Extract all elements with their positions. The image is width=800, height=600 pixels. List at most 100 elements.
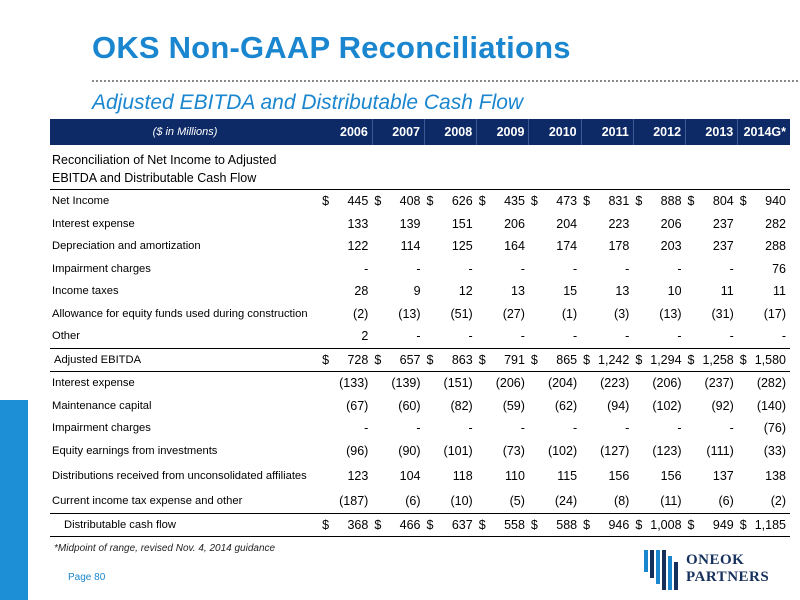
value-text: 282 (765, 216, 786, 231)
value-text: (92) (711, 398, 734, 413)
value-text: (102) (652, 398, 682, 413)
row-value: (2) (738, 490, 790, 513)
value-text: (27) (502, 306, 525, 321)
value-text: - (572, 421, 578, 436)
value-text: (140) (756, 398, 786, 413)
value-text: - (625, 329, 630, 344)
row-value: 2 (320, 325, 372, 348)
value-text: 831 (608, 194, 630, 209)
row-value: 125 (425, 235, 477, 258)
value-text: 1,580 (754, 352, 786, 367)
value-text: - (729, 329, 734, 344)
value-text: (73) (502, 443, 525, 458)
units-label: ($ in Millions) (50, 119, 321, 145)
value-text: (1) (561, 306, 578, 321)
row-value: $863 (424, 347, 477, 372)
footnote: *Midpoint of range, revised Nov. 4, 2014… (54, 543, 276, 554)
value-text: (11) (660, 494, 682, 509)
row-value: 138 (738, 462, 790, 490)
section-heading-row: Reconciliation of Net Income to Adjusted… (50, 145, 790, 190)
value-text: 949 (712, 517, 734, 532)
value-text: 137 (712, 469, 734, 483)
row-value: $368 (320, 512, 373, 537)
year-header: 2010 (528, 119, 582, 145)
row-value: - (529, 417, 581, 440)
row-value: (60) (372, 395, 424, 418)
row-value: (51) (425, 303, 477, 326)
dollar-sign: $ (374, 352, 382, 367)
row-value: 174 (529, 235, 581, 258)
row-value: $473 (529, 190, 581, 213)
table-row: Depreciation and amortization 122 114 125 16… (50, 235, 790, 258)
row-value: 203 (633, 235, 685, 258)
row-label: Other (52, 330, 80, 343)
dollar-sign: $ (583, 517, 591, 532)
value-text: 237 (712, 216, 734, 231)
row-value: - (686, 258, 738, 281)
value-text: (90) (398, 443, 421, 458)
row-value: $466 (372, 512, 425, 537)
row-value: (11) (633, 490, 685, 513)
table-row: Maintenance capital (67) (60) (82) (59) (62) (… (50, 395, 790, 418)
value-text: - (364, 421, 369, 436)
page-title: OKS Non-GAAP Reconciliations (92, 30, 571, 65)
row-value: (62) (529, 395, 581, 418)
value-text: 138 (765, 469, 786, 483)
value-text: 123 (347, 469, 369, 483)
dollar-sign: $ (478, 517, 486, 532)
value-text: 139 (399, 216, 421, 231)
row-value: - (372, 258, 424, 281)
value-text: - (625, 421, 630, 436)
value-text: 728 (347, 352, 369, 367)
row-label: Adjusted EBITDA (50, 347, 321, 372)
row-value: - (686, 417, 738, 440)
table-row: Allowance for equity funds used during c… (50, 303, 790, 326)
row-value: $831 (581, 190, 633, 213)
row-value: 204 (529, 213, 581, 236)
row-value: (101) (425, 440, 477, 463)
value-text: 1,242 (598, 352, 630, 367)
value-text: (127) (600, 443, 630, 458)
row-value: $1,580 (737, 347, 790, 372)
row-value: (27) (477, 303, 529, 326)
value-text: 133 (347, 216, 369, 231)
value-text: 435 (504, 194, 525, 209)
row-value: (10) (425, 490, 477, 513)
row-value: (13) (633, 303, 685, 326)
value-text: (67) (346, 398, 369, 413)
row-value: - (581, 325, 633, 348)
value-text: (123) (652, 443, 682, 458)
value-text: (101) (443, 443, 473, 458)
value-text: (10) (450, 494, 473, 509)
table-row: Distributable cash flow $368 $466 $637 $558 $… (50, 512, 790, 537)
value-text: 206 (504, 216, 525, 231)
value-text: - (520, 261, 525, 276)
row-value: (133) (320, 372, 372, 395)
row-value: - (477, 258, 529, 281)
row-value: (282) (738, 372, 790, 395)
row-value: 118 (425, 462, 477, 490)
row-value: $949 (685, 512, 738, 537)
row-value: (2) (320, 303, 372, 326)
dollar-sign: $ (530, 517, 538, 532)
row-value: (206) (477, 372, 529, 395)
row-value: (237) (686, 372, 738, 395)
value-text: 203 (660, 239, 682, 254)
row-value: 282 (738, 213, 790, 236)
value-text: (102) (547, 443, 578, 458)
value-text: 223 (608, 216, 630, 231)
value-text: 156 (660, 469, 682, 483)
value-text: (223) (600, 376, 630, 391)
value-text: (6) (718, 494, 734, 509)
row-value: 110 (477, 462, 529, 490)
dollar-sign: $ (478, 194, 486, 209)
value-text: (76) (763, 421, 786, 436)
dollar-sign: $ (426, 517, 434, 532)
row-value: 104 (372, 462, 424, 490)
row-value: $728 (320, 347, 373, 372)
row-value: (17) (738, 303, 790, 326)
value-text: - (677, 421, 682, 436)
value-text: 118 (452, 469, 473, 483)
dollar-sign: $ (583, 194, 591, 209)
row-value: - (686, 325, 738, 348)
